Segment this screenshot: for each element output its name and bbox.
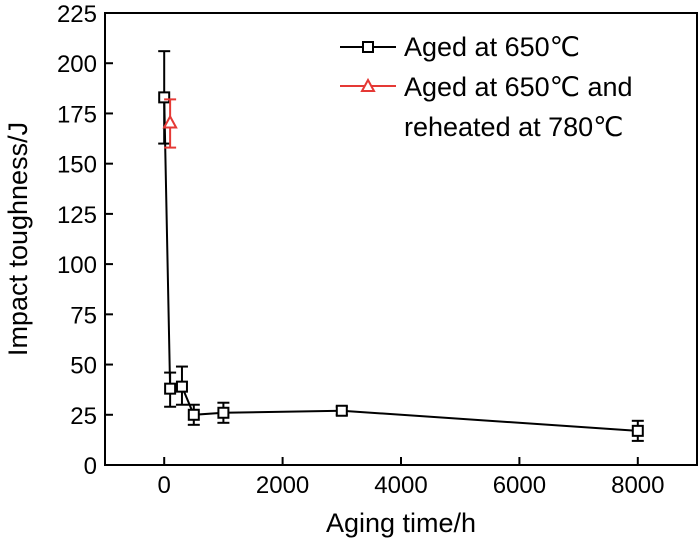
legend-label-reheated-line2: reheated at 780℃ bbox=[404, 112, 623, 142]
legend-triangle-marker bbox=[360, 77, 376, 92]
data-point-square bbox=[217, 406, 230, 419]
legend-label-reheated-line1: Aged at 650℃ and bbox=[404, 72, 633, 102]
data-series bbox=[158, 50, 644, 442]
series-line bbox=[163, 97, 638, 432]
x-tick-label: 8000 bbox=[611, 472, 664, 499]
legend: Aged at 650℃ Aged at 650℃ and reheated a… bbox=[340, 32, 633, 142]
y-tick-label: 100 bbox=[57, 252, 97, 279]
data-point-square bbox=[158, 91, 171, 104]
y-tick-label: 150 bbox=[57, 152, 97, 179]
y-tick-label: 50 bbox=[70, 353, 97, 380]
y-tick-label: 0 bbox=[84, 453, 97, 480]
y-axis-ticks: 0 25 50 75 100 125 150 175 200 225 bbox=[57, 1, 113, 480]
data-point-square bbox=[175, 380, 188, 393]
y-tick-label: 200 bbox=[57, 51, 97, 78]
data-point-triangle bbox=[162, 114, 178, 129]
y-tick-label: 125 bbox=[57, 202, 97, 229]
x-tick-label: 6000 bbox=[493, 472, 546, 499]
y-axis-title: Impact toughness/J bbox=[3, 122, 33, 356]
legend-square-marker bbox=[362, 41, 374, 53]
legend-entry-aged: Aged at 650℃ bbox=[340, 32, 580, 62]
x-tick-label: 2000 bbox=[256, 472, 309, 499]
x-axis-ticks: 0 2000 4000 6000 8000 bbox=[158, 457, 664, 499]
data-point-square bbox=[164, 382, 177, 395]
y-tick-label: 175 bbox=[57, 101, 97, 128]
legend-label-aged: Aged at 650℃ bbox=[404, 32, 580, 62]
data-point-square bbox=[335, 404, 348, 417]
data-point-square bbox=[631, 424, 644, 437]
y-tick-label: 75 bbox=[70, 302, 97, 329]
x-axis-title: Aging time/h bbox=[326, 508, 476, 538]
series-1 bbox=[162, 98, 178, 149]
legend-entry-reheated: Aged at 650℃ and reheated at 780℃ bbox=[340, 72, 633, 142]
series-0 bbox=[158, 50, 644, 442]
data-point-square bbox=[187, 408, 200, 421]
x-tick-label: 4000 bbox=[374, 472, 427, 499]
x-tick-label: 0 bbox=[158, 472, 171, 499]
y-tick-label: 25 bbox=[70, 403, 97, 430]
y-tick-label: 225 bbox=[57, 1, 97, 28]
